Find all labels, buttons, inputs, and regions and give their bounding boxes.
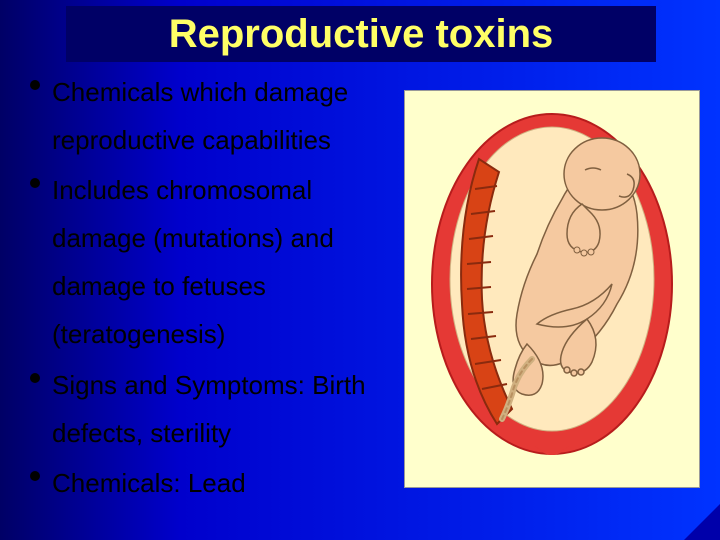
slide-title: Reproductive toxins: [169, 12, 554, 57]
bullet-icon: [30, 373, 40, 383]
corner-decoration: [684, 504, 720, 540]
list-item: Signs and Symptoms: Birth defects, steri…: [30, 361, 390, 457]
title-box: Reproductive toxins: [66, 6, 656, 62]
bullet-list: Chemicals which damage reproductive capa…: [30, 68, 390, 509]
list-item: Chemicals: Lead: [30, 459, 390, 507]
fetus-illustration: [404, 90, 700, 488]
bullet-text: Chemicals: Lead: [52, 459, 246, 507]
bullet-text: Chemicals which damage reproductive capa…: [52, 68, 390, 164]
bullet-text: Signs and Symptoms: Birth defects, steri…: [52, 361, 390, 457]
bullet-icon: [30, 80, 40, 90]
fetus-icon: [417, 104, 687, 474]
bullet-icon: [30, 471, 40, 481]
list-item: Chemicals which damage reproductive capa…: [30, 68, 390, 164]
bullet-text: Includes chromosomal damage (mutations) …: [52, 166, 390, 358]
bullet-icon: [30, 178, 40, 188]
list-item: Includes chromosomal damage (mutations) …: [30, 166, 390, 358]
